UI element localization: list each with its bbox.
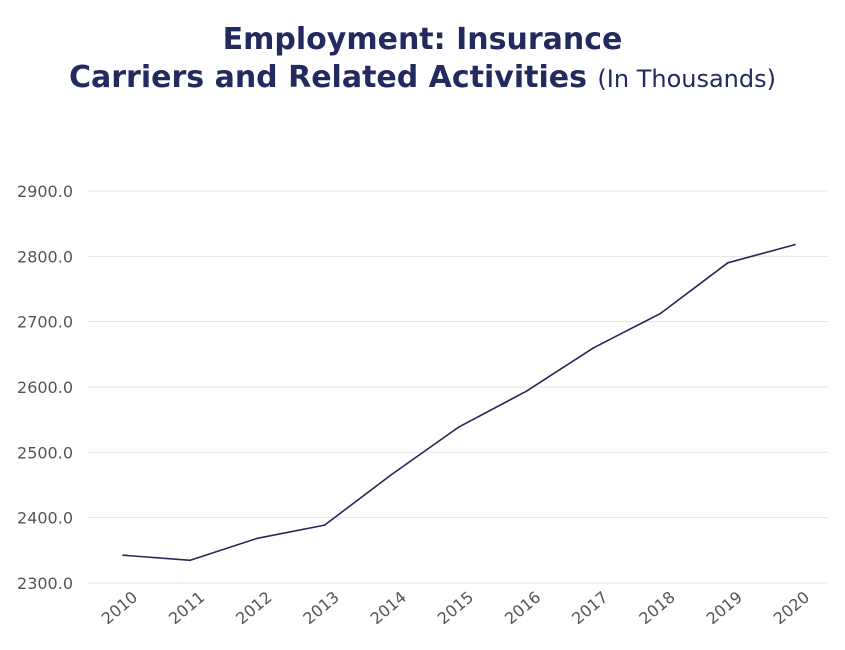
x-tick-label: 2016: [501, 587, 544, 628]
data-point: [391, 473, 393, 476]
data-point: [592, 347, 595, 349]
data-point: [122, 554, 124, 557]
y-axis-ticks: 2300.0 2400.0 2500.0 2600.0 2700.0 2800.0 2900…: [17, 182, 73, 593]
x-tick-label: 2010: [98, 587, 141, 628]
x-tick-label: 2014: [367, 587, 410, 628]
x-tick-label: 2011: [165, 587, 208, 628]
data-point: [458, 426, 460, 428]
y-tick-label: 2700.0: [17, 313, 73, 332]
data-point: [256, 537, 259, 540]
gridlines: [88, 190, 828, 584]
x-tick-label: 2017: [568, 587, 611, 628]
y-tick-label: 2900.0: [17, 182, 73, 201]
chart-title-line-1: Employment: Insurance: [222, 22, 623, 57]
x-tick-label: 2019: [703, 587, 746, 628]
x-tick-label: 2012: [232, 587, 275, 628]
y-tick-label: 2400.0: [17, 509, 73, 528]
x-tick-label: 2013: [299, 587, 342, 628]
x-tick-label: 2020: [770, 587, 813, 628]
chart-title-line-2: Carriers and Related Activities (In Thou…: [0, 58, 845, 99]
data-point: [727, 262, 729, 264]
data-point: [525, 390, 527, 393]
chart-title-unit: (In Thousands): [597, 65, 776, 93]
data-point: [189, 559, 191, 562]
y-tick-label: 2500.0: [17, 443, 73, 462]
x-axis-ticks: 2010 2011 2012 2013 2014 2015 2016 2017 2018 2019…: [98, 587, 813, 628]
y-tick-label: 2300.0: [17, 574, 73, 593]
series-line: [122, 243, 796, 562]
series-layer: [122, 243, 796, 562]
y-tick-label: 2800.0: [17, 247, 73, 266]
y-tick-label: 2600.0: [17, 378, 73, 397]
data-point: [659, 312, 662, 315]
data-point: [323, 524, 326, 526]
x-tick-label: 2015: [434, 587, 477, 628]
chart-title-main: Carriers and Related Activities: [69, 60, 587, 95]
x-tick-label: 2018: [635, 587, 678, 628]
data-point: [794, 243, 796, 246]
